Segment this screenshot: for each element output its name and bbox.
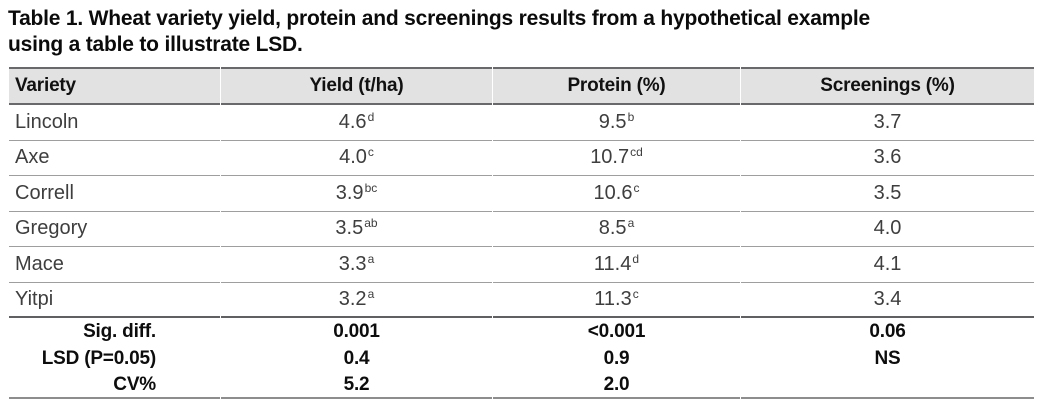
screenings-cell: 3.6 [741,141,1034,176]
significance-letters: a [367,251,375,266]
yield-lsd-value: 0.4 [343,347,370,369]
yield-value: 4.6 [338,110,367,133]
significance-letters: c [633,180,640,195]
column-header-screenings: Screenings (%) [741,67,1034,105]
summary-label: CV% [9,372,220,399]
summary-label: Sig. diff. [83,320,156,342]
protein-cell: 11.3c [493,283,740,318]
table-row: Lincoln 4.6d 9.5b 3.7 [9,105,1034,141]
protein-value: 9.5 [598,110,627,133]
yield-cell: 3.3a [221,247,492,283]
column-header-variety: Variety [9,67,220,105]
table-row: Axe 4.0c 10.7cd 3.6 [9,141,1034,176]
screenings-sig-value: 0.06 [869,320,906,342]
protein-sig-value: <0.001 [587,320,646,342]
significance-letters: d [367,109,375,124]
variety-cell: Correll [9,176,220,212]
significance-letters: a [627,216,635,231]
yield-value: 3.3 [338,252,367,275]
summary-label: LSD (P=0.05) [41,347,156,369]
table-row: Mace 3.3a 11.4d 4.1 [9,247,1034,283]
table-row: Correll 3.9bc 10.6c 3.5 [9,176,1034,212]
table-caption-line1: Table 1. Wheat variety yield, protein an… [8,7,870,30]
protein-value: 10.7 [590,146,630,169]
yield-value: 4.0 [339,146,367,169]
protein-cell: 10.6c [493,176,740,212]
results-table: Variety Yield (t/ha) Protein (%) Screeni… [8,67,1035,399]
screenings-cell: 3.7 [741,105,1034,141]
significance-letters: d [632,251,640,266]
protein-cell: 9.5b [493,105,740,141]
yield-cell: 3.5ab [221,212,492,247]
screenings-cell: 4.0 [741,212,1034,247]
significance-letters: cd [630,145,643,160]
protein-lsd-value: 0.9 [603,347,630,369]
yield-cell: 4.0c [221,141,492,176]
yield-cell: 3.9bc [221,176,492,212]
variety-cell: Gregory [9,212,220,247]
yield-sig-value: 0.001 [333,320,380,342]
protein-value: 8.5 [598,217,627,240]
protein-cell: 10.7cd [493,141,740,176]
summary-row-cv: CV% 5.2 2.0 [9,372,1034,399]
summary-row-sig-diff: Sig. diff. 0.001 <0.001 0.06 [9,318,1034,345]
yield-cv-value: 5.2 [221,372,492,399]
significance-letters: c [632,286,639,301]
summary-row-lsd: LSD (P=0.05) 0.4 0.9 NS [9,345,1034,372]
variety-cell: Axe [9,141,220,176]
protein-value: 11.3 [594,287,632,310]
column-header-protein: Protein (%) [493,67,740,105]
screenings-cv-value [741,372,1034,399]
variety-cell: Mace [9,247,220,283]
protein-cell: 8.5a [493,212,740,247]
screenings-cell: 3.5 [741,176,1034,212]
significance-letters: ab [364,216,378,231]
significance-letters: b [627,109,635,124]
significance-letters: bc [364,180,378,195]
variety-cell: Yitpi [9,283,220,318]
table-caption: Table 1. Wheat variety yield, protein an… [8,6,1034,58]
yield-cell: 3.2a [221,283,492,318]
protein-value: 11.4 [593,252,632,275]
significance-letters: a [367,286,375,301]
yield-value: 3.5 [335,217,364,240]
screenings-lsd-value: NS [874,347,901,369]
protein-cv-value: 2.0 [493,372,740,399]
variety-cell: Lincoln [9,105,220,141]
yield-value: 3.2 [338,287,367,310]
significance-letters: c [367,145,374,160]
protein-value: 10.6 [593,181,633,204]
yield-value: 3.9 [335,181,364,204]
screenings-cell: 4.1 [741,247,1034,283]
protein-cell: 11.4d [493,247,740,283]
screenings-cell: 3.4 [741,283,1034,318]
table-caption-line2: using a table to illustrate LSD. [8,33,303,56]
table-row: Gregory 3.5ab 8.5a 4.0 [9,212,1034,247]
column-header-yield: Yield (t/ha) [221,67,492,105]
header-row: Variety Yield (t/ha) Protein (%) Screeni… [9,67,1034,105]
yield-cell: 4.6d [221,105,492,141]
table-row: Yitpi 3.2a 11.3c 3.4 [9,283,1034,318]
